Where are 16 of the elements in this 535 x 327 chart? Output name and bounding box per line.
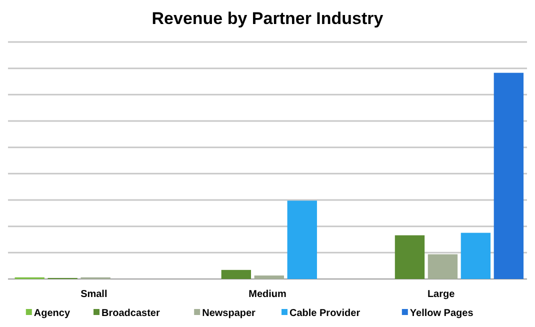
bar: [460, 232, 491, 279]
legend-label: Broadcaster: [102, 308, 160, 319]
bar: [394, 235, 425, 279]
bar: [428, 254, 458, 279]
legend-label: Agency: [34, 308, 70, 319]
x-tick-label: Medium: [248, 289, 286, 300]
x-tick-label: Large: [427, 289, 456, 300]
legend-label: Newspaper: [202, 308, 256, 319]
x-tick-label: Small: [80, 289, 108, 300]
chart-title: Revenue by Partner Industry: [152, 9, 384, 28]
bar: [221, 270, 252, 279]
bar: [254, 275, 284, 279]
legend-label: Cable Provider: [290, 308, 360, 319]
bar: [287, 200, 317, 279]
legend-label: Yellow Pages: [410, 308, 474, 319]
bar: [494, 72, 524, 279]
